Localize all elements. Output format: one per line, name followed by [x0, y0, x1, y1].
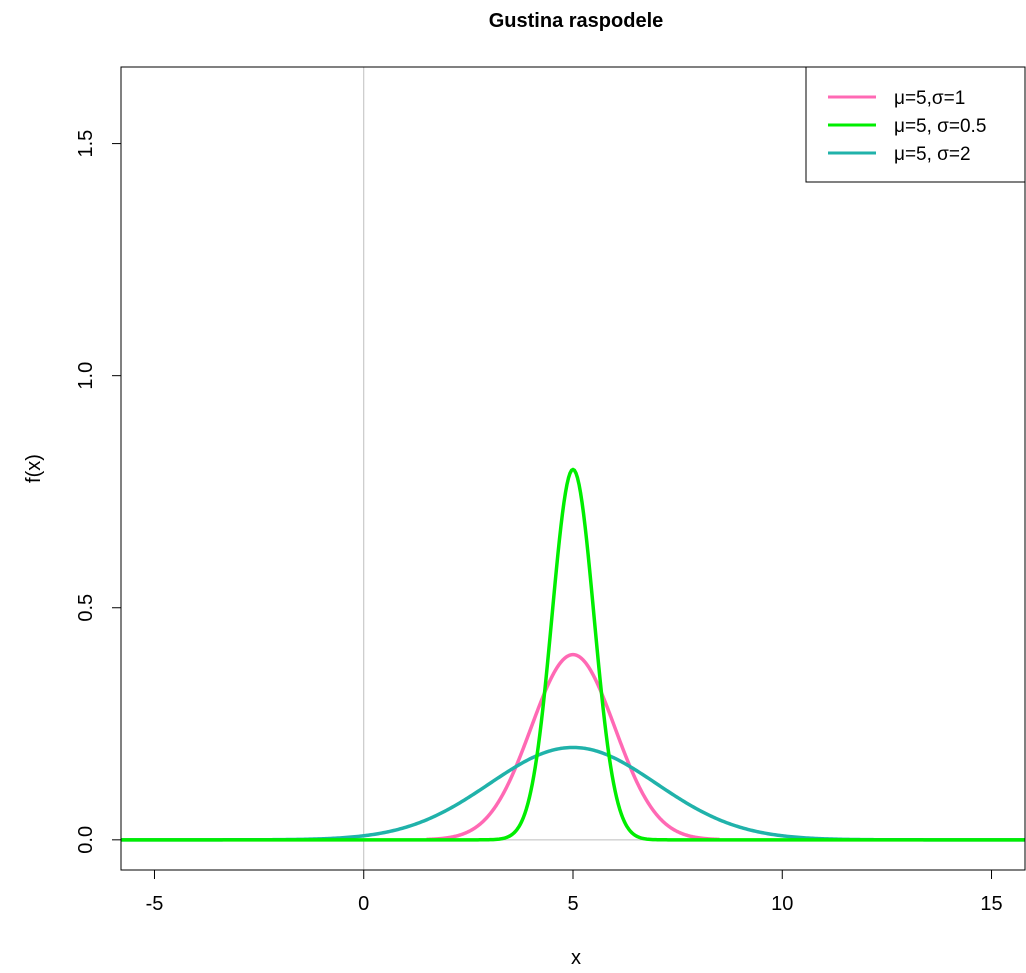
x-tick-label: 0 — [358, 893, 369, 915]
x-axis: -5 0 5 10 15 — [146, 869, 1003, 915]
y-tick-label: 1.5 — [75, 130, 97, 158]
y-tick-label: 1.0 — [75, 362, 97, 390]
x-tick-label: 15 — [980, 893, 1002, 915]
y-tick-label: 0.0 — [75, 826, 97, 854]
x-tick-label: 5 — [567, 893, 578, 915]
legend-label-1: μ=5,σ=1 — [894, 88, 965, 109]
legend: μ=5,σ=1 μ=5, σ=0.5 μ=5, σ=2 — [805, 66, 1026, 183]
series-line-1 — [425, 652, 721, 842]
y-axis: 0.0 0.5 1.0 1.5 — [75, 130, 122, 854]
legend-label-2: μ=5, σ=0.5 — [894, 116, 986, 137]
legend-label-3: μ=5, σ=2 — [894, 144, 971, 165]
series-lines — [120, 467, 1026, 842]
x-axis-label: x — [571, 947, 581, 969]
series-line-2 — [120, 467, 1026, 842]
y-tick-label: 0.5 — [75, 594, 97, 622]
chart-title: Gustina raspodele — [489, 10, 664, 32]
x-tick-label: -5 — [146, 893, 164, 915]
x-tick-label: 10 — [771, 893, 793, 915]
series-line-3 — [120, 745, 1026, 842]
y-axis-label: f(x) — [23, 454, 45, 483]
